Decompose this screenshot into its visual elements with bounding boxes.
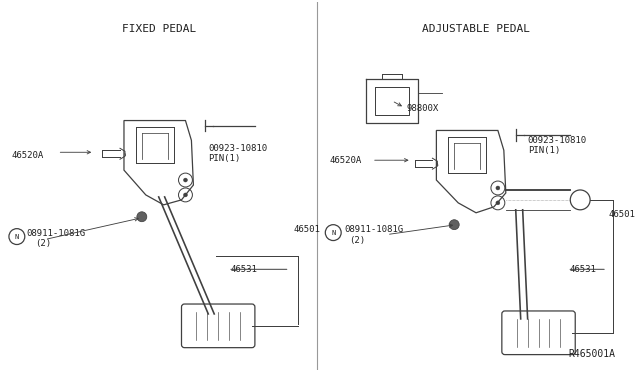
Circle shape (184, 178, 188, 182)
Text: 46520A: 46520A (329, 156, 362, 165)
Text: 08911-1081G: 08911-1081G (27, 229, 86, 238)
Text: (2): (2) (35, 239, 51, 248)
Circle shape (184, 193, 188, 197)
Text: N: N (331, 230, 335, 235)
Text: N: N (15, 234, 19, 240)
Text: R465001A: R465001A (568, 349, 615, 359)
Text: PIN(1): PIN(1) (527, 146, 560, 155)
Text: 00923-10810: 00923-10810 (527, 136, 587, 145)
Text: 46531: 46531 (570, 265, 596, 274)
Text: 46520A: 46520A (12, 151, 44, 160)
Circle shape (496, 186, 500, 190)
Circle shape (449, 220, 459, 230)
Text: 46501: 46501 (609, 210, 636, 219)
Circle shape (496, 201, 500, 205)
Text: PIN(1): PIN(1) (208, 154, 241, 163)
Text: ADJUSTABLE PEDAL: ADJUSTABLE PEDAL (422, 24, 530, 34)
Text: (2): (2) (349, 236, 365, 245)
Text: 46501: 46501 (294, 225, 321, 234)
Text: 08911-1081G: 08911-1081G (344, 225, 403, 234)
Text: 46531: 46531 (230, 265, 257, 274)
Text: 98800X: 98800X (406, 104, 439, 113)
Text: 00923-10810: 00923-10810 (208, 144, 268, 153)
Text: FIXED PEDAL: FIXED PEDAL (122, 24, 196, 34)
Circle shape (137, 212, 147, 222)
